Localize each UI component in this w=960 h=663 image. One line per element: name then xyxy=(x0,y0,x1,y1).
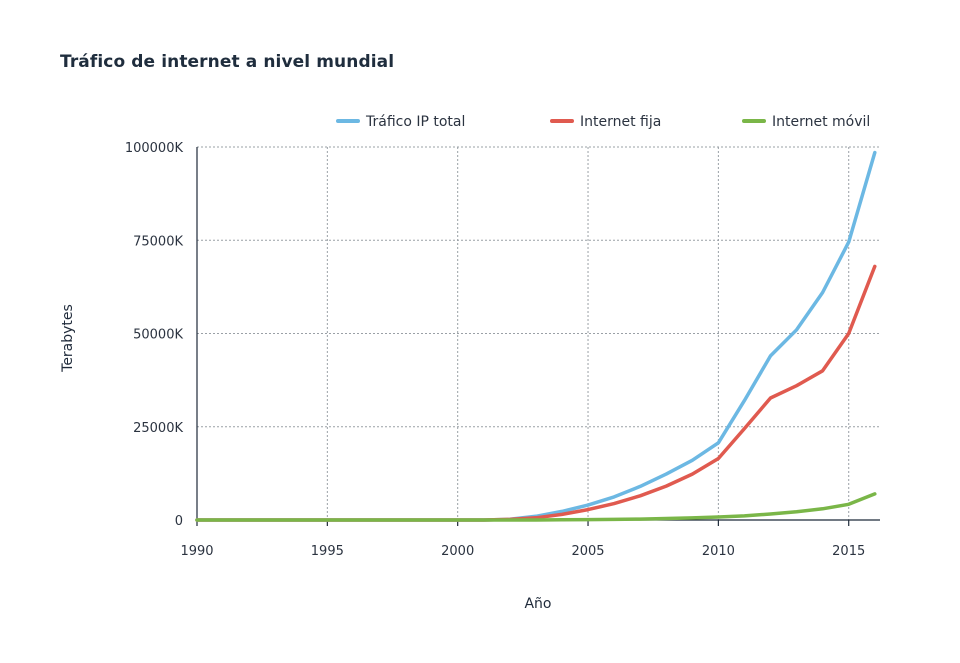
y-tick-label: 25000K xyxy=(133,421,183,436)
legend: Tráfico IP total Internet fija Internet mó… xyxy=(336,114,870,130)
grid-lines xyxy=(197,146,880,520)
series-line-trafico-ip-total xyxy=(195,150,877,522)
legend-label-internet-movil: Internet móvil xyxy=(772,114,870,130)
y-axis-title: Terabytes xyxy=(60,304,76,373)
tick-labels: 0 25000K 50000K 75000K 100000K 1990 1995 2000 20… xyxy=(125,141,865,559)
y-tick-label: 75000K xyxy=(133,234,183,249)
chart-title: Tráfico de internet a nivel mundial xyxy=(60,52,395,72)
axes xyxy=(196,147,880,526)
y-tick-label: 100000K xyxy=(125,141,184,156)
series-line-internet-fija xyxy=(195,264,877,522)
x-tick-label: 1995 xyxy=(311,544,344,559)
series-lines xyxy=(195,150,877,522)
y-tick-label: 50000K xyxy=(133,328,183,343)
x-tick-label: 1990 xyxy=(180,544,213,559)
legend-label-trafico-ip-total: Tráfico IP total xyxy=(365,114,465,130)
x-tick-label: 2015 xyxy=(832,544,865,559)
x-tick-label: 2005 xyxy=(571,544,604,559)
x-tick-label: 2000 xyxy=(441,544,474,559)
x-axis-title: Año xyxy=(524,596,551,612)
x-tick-label: 2010 xyxy=(702,544,735,559)
series-line-internet-movil xyxy=(195,492,877,522)
legend-label-internet-fija: Internet fija xyxy=(580,114,661,130)
y-tick-label: 0 xyxy=(175,514,183,529)
